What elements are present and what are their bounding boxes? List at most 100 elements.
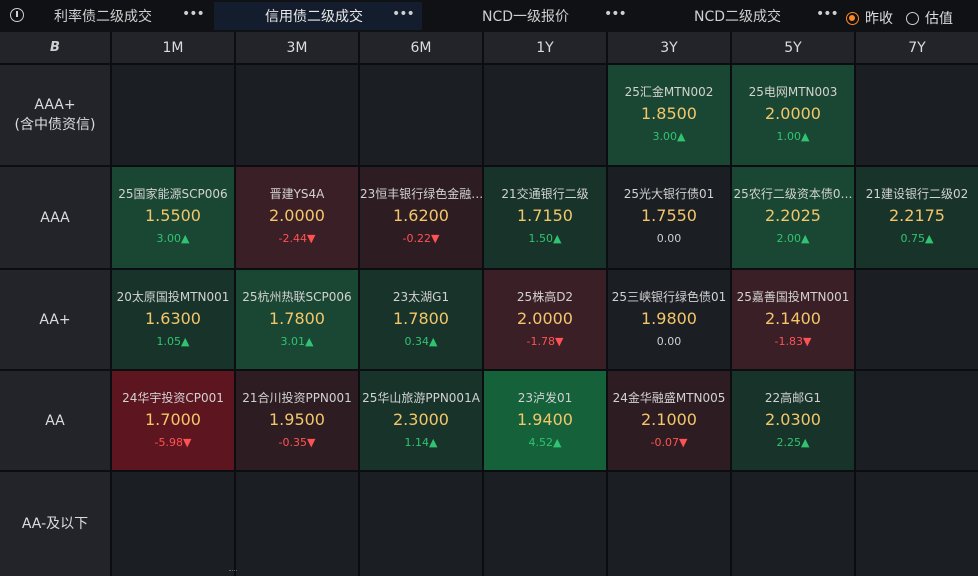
column-header-1y[interactable]: 1Y <box>484 32 606 63</box>
bond-name: 21交通银行二级 <box>501 187 589 201</box>
tab-rate-bond[interactable]: 利率债二级成交 ••• <box>32 2 212 30</box>
bond-cell[interactable]: 25光大银行债01 1.7550 0.00 <box>608 167 730 268</box>
empty-cell <box>360 472 482 576</box>
row-header-label: AA <box>45 412 65 429</box>
bond-cell[interactable]: 22高邮G1 2.0300 2.25▲ <box>732 371 854 470</box>
row-header: AA-及以下 <box>0 472 110 576</box>
bond-cell[interactable]: 23恒丰银行绿色金融… 1.6200 -0.22▼ <box>360 167 482 268</box>
bond-change: 3.01▲ <box>280 335 314 348</box>
bond-name: 晋建YS4A <box>269 187 325 201</box>
empty-cell <box>856 65 978 165</box>
bond-name: 23太湖G1 <box>392 290 450 304</box>
bond-cell[interactable]: 25农行二级资本债0… 2.2025 2.00▲ <box>732 167 854 268</box>
row-header: AAA <box>0 167 110 268</box>
bond-change: 2.00▲ <box>776 232 810 245</box>
bond-yield: 2.1000 <box>641 410 697 429</box>
row-header-label: AAA <box>40 209 70 226</box>
row-header: AA <box>0 371 110 470</box>
bond-cell[interactable]: 晋建YS4A 2.0000 -2.44▼ <box>236 167 358 268</box>
bond-cell[interactable]: 25株高D2 2.0000 -1.78▼ <box>484 270 606 369</box>
bond-yield: 2.1400 <box>765 309 821 328</box>
bond-cell[interactable]: 20太原国投MTN001 1.6300 1.05▲ <box>112 270 234 369</box>
bond-change: -1.78▼ <box>526 335 564 348</box>
bond-yield: 1.7150 <box>517 206 573 225</box>
bond-yield: 1.9800 <box>641 309 697 328</box>
bond-yield: 1.7550 <box>641 206 697 225</box>
bond-yield: 2.0300 <box>765 410 821 429</box>
bond-cell[interactable]: 25杭州热联SCP006 1.7800 3.01▲ <box>236 270 358 369</box>
bond-yield: 1.8500 <box>641 104 697 123</box>
radio-prev-close[interactable]: 昨收 <box>846 8 893 28</box>
tab-ncd-secondary[interactable]: NCD二级成交 ••• <box>636 2 840 30</box>
bond-cell[interactable]: 23太湖G1 1.7800 0.34▲ <box>360 270 482 369</box>
tab-ncd-primary[interactable]: NCD一级报价 ••• <box>424 2 634 30</box>
empty-cell <box>360 65 482 165</box>
tab-label: 信用债二级成交 <box>265 9 363 25</box>
bond-yield: 1.7800 <box>393 309 449 328</box>
bond-change: 2.25▲ <box>776 436 810 449</box>
column-header-7y[interactable]: 7Y <box>856 32 978 63</box>
bond-cell[interactable]: 25三峡银行绿色债01 1.9800 0.00 <box>608 270 730 369</box>
brand-logo-icon: B <box>50 40 60 55</box>
more-icon[interactable]: ••• <box>604 6 627 22</box>
bond-name: 24华宇投资CP001 <box>122 391 224 405</box>
tab-credit-bond[interactable]: 信用债二级成交 ••• <box>214 2 422 30</box>
column-header-1m[interactable]: 1M <box>112 32 234 63</box>
tab-label: 利率债二级成交 <box>54 9 152 25</box>
bond-change: 4.52▲ <box>528 436 562 449</box>
bond-change: 3.00▲ <box>156 232 190 245</box>
radio-label: 昨收 <box>865 11 893 27</box>
bond-name: 25光大银行债01 <box>623 187 715 201</box>
column-header-6m[interactable]: 6M <box>360 32 482 63</box>
column-header-3m[interactable]: 3M <box>236 32 358 63</box>
row-header: AAA+ (含中债资信) <box>0 65 110 165</box>
bond-cell[interactable]: 25汇金MTN002 1.8500 3.00▲ <box>608 65 730 165</box>
more-icon[interactable]: ••• <box>392 6 415 22</box>
column-header-5y[interactable]: 5Y <box>732 32 854 63</box>
bond-yield: 1.5500 <box>145 206 201 225</box>
bond-change: 0.34▲ <box>404 335 438 348</box>
empty-cell <box>732 472 854 576</box>
bond-cell[interactable]: 25国家能源SCP006 1.5500 3.00▲ <box>112 167 234 268</box>
info-icon[interactable] <box>10 8 24 22</box>
credit-bond-matrix: B 1M 3M 6M 1Y 3Y 5Y 7Y AAA+ (含中债资信) 25汇金MTN002 1.85… <box>0 32 978 576</box>
bond-cell[interactable]: 25电网MTN003 2.0000 1.00▲ <box>732 65 854 165</box>
radio-checked-icon[interactable] <box>846 11 859 25</box>
bond-name: 25华山旅游PPN001A <box>362 391 480 405</box>
bond-name: 24金华融盛MTN005 <box>612 391 726 405</box>
more-icon[interactable]: ••• <box>182 6 205 22</box>
empty-cell <box>856 371 978 470</box>
bond-name: 23恒丰银行绿色金融… <box>360 187 482 201</box>
column-header-3y[interactable]: 3Y <box>608 32 730 63</box>
bond-yield: 2.3000 <box>393 410 449 429</box>
corner-cell: B <box>0 32 110 63</box>
more-icon[interactable]: ••• <box>816 6 839 22</box>
bond-name: 20太原国投MTN001 <box>116 290 230 304</box>
row-header-label: AAA+ <box>34 97 76 113</box>
bond-yield: 2.2025 <box>765 206 821 225</box>
bond-cell[interactable]: 21合川投资PPN001 1.9500 -0.35▼ <box>236 371 358 470</box>
bond-change: -0.35▼ <box>278 436 316 449</box>
bond-change: 0.00 <box>656 335 682 348</box>
bond-cell[interactable]: 25嘉善国投MTN001 2.1400 -1.83▼ <box>732 270 854 369</box>
bond-cell[interactable]: 24华宇投资CP001 1.7000 -5.98▼ <box>112 371 234 470</box>
tab-label: NCD二级成交 <box>694 9 782 25</box>
resize-handle[interactable] <box>229 570 237 574</box>
radio-valuation[interactable]: 估值 <box>906 8 953 28</box>
bond-change: -1.83▼ <box>774 335 812 348</box>
bond-yield: 1.6300 <box>145 309 201 328</box>
empty-cell <box>484 65 606 165</box>
bond-cell[interactable]: 21建设银行二级02 2.2175 0.75▲ <box>856 167 978 268</box>
bond-cell[interactable]: 25华山旅游PPN001A 2.3000 1.14▲ <box>360 371 482 470</box>
bond-change: 0.75▲ <box>900 232 934 245</box>
bond-name: 25株高D2 <box>516 290 574 304</box>
bond-change: 1.50▲ <box>528 232 562 245</box>
bond-name: 25汇金MTN002 <box>624 85 714 99</box>
bond-cell[interactable]: 21交通银行二级 1.7150 1.50▲ <box>484 167 606 268</box>
bond-yield: 1.9500 <box>269 410 325 429</box>
bond-cell[interactable]: 24金华融盛MTN005 2.1000 -0.07▼ <box>608 371 730 470</box>
bond-cell[interactable]: 23泸发01 1.9400 4.52▲ <box>484 371 606 470</box>
row-header-label: AA+ <box>39 311 71 328</box>
radio-unchecked-icon[interactable] <box>906 11 919 25</box>
bond-yield: 2.0000 <box>517 309 573 328</box>
